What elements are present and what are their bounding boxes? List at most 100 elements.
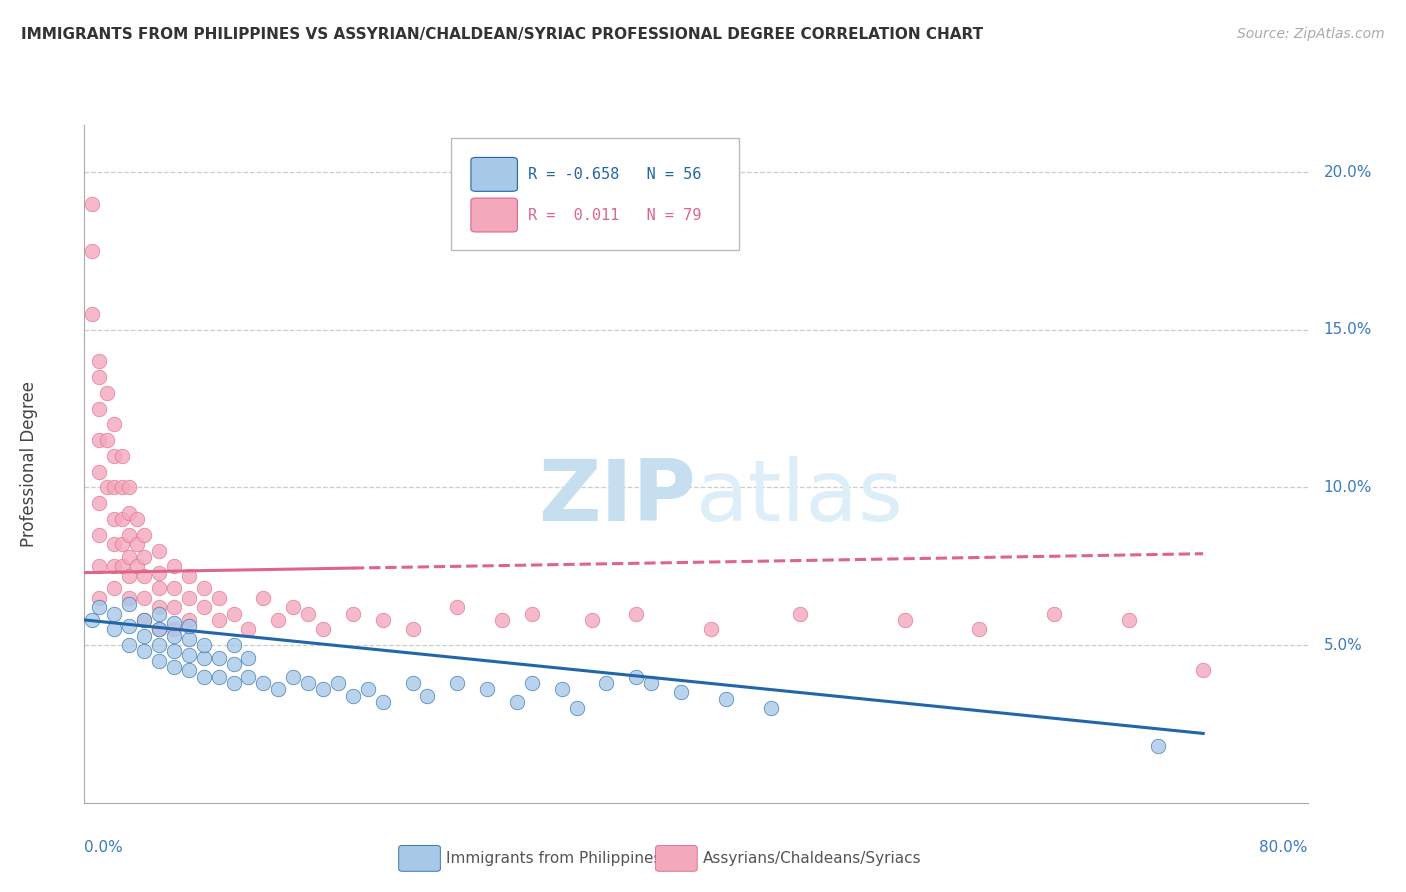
Point [506, 695, 529, 709]
Point [148, 623, 170, 637]
Point [238, 650, 260, 665]
Text: R =  0.011   N = 79: R = 0.011 N = 79 [529, 208, 702, 222]
Point [357, 682, 380, 697]
Point [89, 496, 111, 510]
Point [148, 600, 170, 615]
Point [193, 650, 215, 665]
Point [700, 623, 723, 637]
Point [103, 559, 125, 574]
Point [111, 512, 134, 526]
Point [342, 607, 364, 621]
Point [148, 543, 170, 558]
Point [163, 559, 186, 574]
Point [312, 623, 335, 637]
Text: 0.0%: 0.0% [84, 840, 124, 855]
Point [491, 613, 513, 627]
Point [193, 670, 215, 684]
Point [163, 629, 186, 643]
Point [163, 644, 186, 658]
Point [118, 506, 141, 520]
Point [238, 623, 260, 637]
Point [177, 619, 200, 633]
Point [626, 670, 648, 684]
Point [132, 528, 155, 542]
Text: Source: ZipAtlas.com: Source: ZipAtlas.com [1237, 27, 1385, 41]
Point [103, 481, 125, 495]
Point [193, 600, 215, 615]
Point [89, 559, 111, 574]
FancyBboxPatch shape [471, 198, 517, 232]
Point [118, 638, 141, 652]
Point [80, 196, 103, 211]
Point [80, 244, 103, 258]
Text: IMMIGRANTS FROM PHILIPPINES VS ASSYRIAN/CHALDEAN/SYRIAC PROFESSIONAL DEGREE CORR: IMMIGRANTS FROM PHILIPPINES VS ASSYRIAN/… [21, 27, 983, 42]
Point [640, 676, 662, 690]
Text: ZIP: ZIP [538, 456, 696, 540]
Point [626, 607, 648, 621]
Point [163, 623, 186, 637]
Point [118, 597, 141, 611]
Point [565, 701, 588, 715]
Point [177, 648, 200, 662]
Point [132, 613, 155, 627]
Point [103, 623, 125, 637]
Point [267, 613, 290, 627]
Point [89, 528, 111, 542]
Point [207, 650, 229, 665]
Point [111, 559, 134, 574]
Point [118, 549, 141, 564]
Point [80, 613, 103, 627]
Point [89, 591, 111, 605]
Point [125, 537, 148, 551]
Point [446, 676, 468, 690]
Point [297, 676, 319, 690]
Point [132, 568, 155, 582]
Point [103, 607, 125, 621]
Point [103, 512, 125, 526]
Point [581, 613, 603, 627]
Point [89, 354, 111, 368]
Point [759, 701, 782, 715]
Point [132, 549, 155, 564]
Point [111, 449, 134, 463]
Point [714, 691, 737, 706]
Point [252, 676, 274, 690]
Text: Immigrants from Philippines: Immigrants from Philippines [447, 851, 662, 866]
Point [371, 695, 394, 709]
Text: R = -0.658   N = 56: R = -0.658 N = 56 [529, 167, 702, 182]
Point [111, 481, 134, 495]
Point [177, 568, 200, 582]
Point [207, 613, 229, 627]
Point [103, 537, 125, 551]
Text: 80.0%: 80.0% [1260, 840, 1308, 855]
Text: 5.0%: 5.0% [1323, 638, 1362, 653]
Point [163, 616, 186, 631]
Text: Professional Degree: Professional Degree [20, 381, 38, 547]
Point [132, 644, 155, 658]
Point [125, 512, 148, 526]
Point [326, 676, 349, 690]
Text: Assyrians/Chaldeans/Syriacs: Assyrians/Chaldeans/Syriacs [703, 851, 922, 866]
Point [163, 660, 186, 674]
Point [118, 568, 141, 582]
Point [89, 370, 111, 384]
Point [111, 537, 134, 551]
Point [118, 591, 141, 605]
Point [89, 600, 111, 615]
Point [177, 632, 200, 646]
Point [222, 607, 245, 621]
Point [283, 600, 305, 615]
Text: 20.0%: 20.0% [1323, 165, 1372, 179]
Point [371, 613, 394, 627]
Point [222, 676, 245, 690]
Point [1192, 664, 1215, 678]
Point [1043, 607, 1066, 621]
Point [401, 623, 423, 637]
Point [103, 449, 125, 463]
Point [520, 607, 543, 621]
Point [89, 433, 111, 447]
Point [125, 559, 148, 574]
Point [132, 613, 155, 627]
Point [96, 385, 118, 400]
Point [148, 623, 170, 637]
